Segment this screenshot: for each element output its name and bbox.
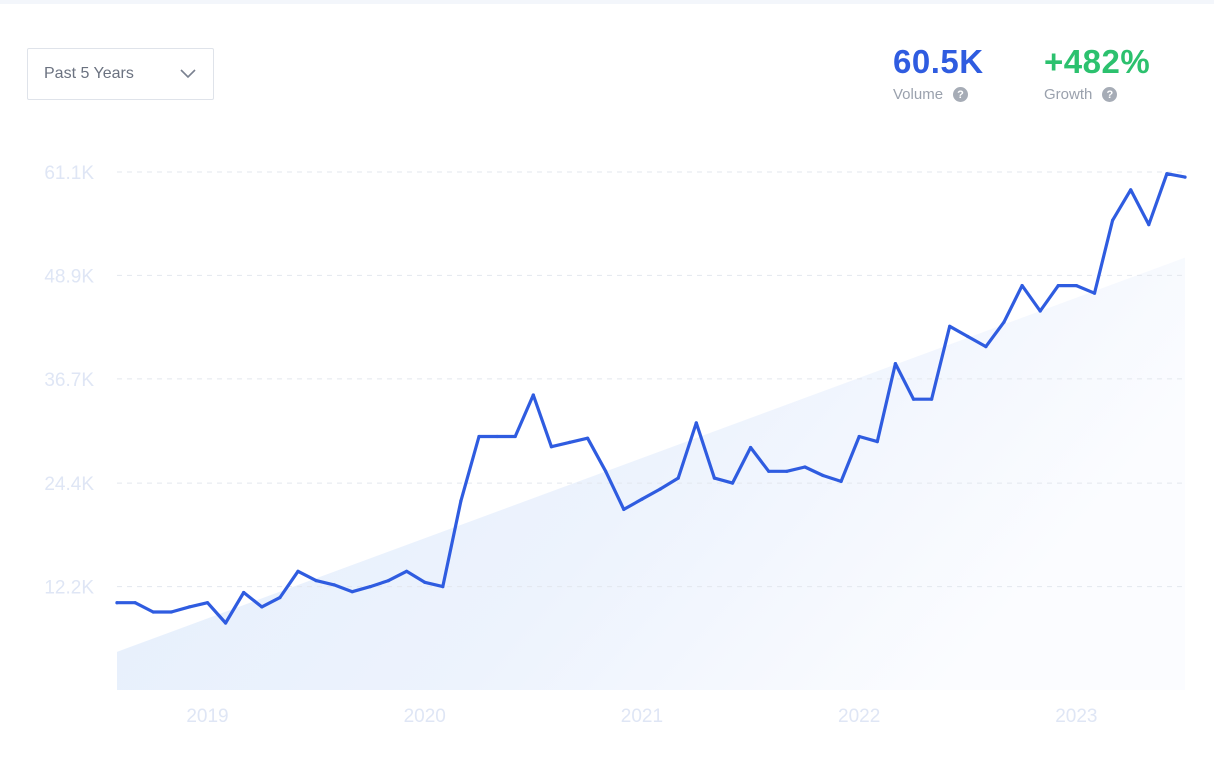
x-tick-label: 2023 <box>1055 706 1097 727</box>
data-point <box>604 469 608 473</box>
trend-area <box>117 257 1185 690</box>
growth-help-icon[interactable]: ? <box>1102 87 1118 102</box>
y-tick-label: 36.7K <box>44 370 94 391</box>
volume-help-icon[interactable]: ? <box>953 87 969 102</box>
data-point <box>1111 218 1115 222</box>
data-point <box>495 434 499 439</box>
data-point <box>260 605 264 609</box>
data-point <box>133 601 137 605</box>
data-point <box>875 440 879 444</box>
data-point <box>785 469 789 473</box>
y-tick-label: 24.4K <box>44 474 94 495</box>
data-point <box>1092 291 1097 295</box>
data-point <box>676 476 680 480</box>
data-point <box>423 580 427 584</box>
data-point <box>857 434 861 439</box>
time-range-label: Past 5 Years <box>44 65 134 82</box>
data-point <box>640 497 644 501</box>
growth-value: +482% <box>1044 43 1151 80</box>
data-point <box>821 473 825 478</box>
data-point <box>622 507 626 511</box>
data-point <box>911 397 916 401</box>
data-point <box>730 481 735 485</box>
data-point <box>441 585 445 589</box>
data-point <box>151 610 155 614</box>
data-point <box>405 569 409 573</box>
data-point <box>296 569 300 573</box>
time-range-dropdown[interactable]: Past 5 Years <box>27 48 214 100</box>
data-point <box>1165 172 1169 176</box>
data-point <box>694 421 698 425</box>
data-point <box>1020 284 1024 288</box>
series-line <box>115 172 1187 625</box>
data-point <box>187 605 191 609</box>
data-point <box>314 579 318 583</box>
data-point <box>513 434 517 439</box>
data-point <box>224 621 228 625</box>
data-point <box>1056 284 1060 288</box>
data-point <box>930 397 934 401</box>
volume-metric: 60.5K Volume ? <box>893 40 984 103</box>
data-point <box>549 445 554 449</box>
growth-label: Growth <box>1044 86 1093 103</box>
data-point <box>586 436 590 440</box>
x-tick-label: 2020 <box>404 706 446 727</box>
data-point <box>386 579 391 583</box>
top-bar <box>0 0 1214 4</box>
data-point <box>1074 284 1078 288</box>
data-point <box>1002 320 1006 324</box>
data-point <box>115 601 119 605</box>
data-point <box>278 596 282 600</box>
data-point <box>966 334 970 339</box>
chevron-down-icon <box>180 69 196 79</box>
data-point <box>1129 188 1133 192</box>
data-point <box>1183 175 1187 179</box>
volume-value: 60.5K <box>893 43 984 80</box>
y-tick-label: 48.9K <box>44 266 94 287</box>
data-point <box>839 479 843 483</box>
data-point <box>368 585 372 589</box>
data-point <box>803 465 807 469</box>
data-point <box>984 345 988 349</box>
data-point <box>767 469 771 473</box>
data-point <box>893 362 898 366</box>
data-point <box>332 583 336 587</box>
data-point <box>459 499 463 503</box>
x-tick-label: 2019 <box>186 706 228 727</box>
data-point <box>531 393 535 397</box>
data-point <box>658 487 662 491</box>
data-point <box>242 590 246 595</box>
y-tick-label: 61.1K <box>44 163 94 184</box>
x-tick-label: 2021 <box>621 706 663 727</box>
volume-label: Volume <box>893 86 944 103</box>
x-tick-label: 2022 <box>838 706 880 727</box>
data-point <box>350 590 354 594</box>
data-point <box>1147 223 1151 227</box>
data-point <box>749 445 753 450</box>
data-point <box>477 434 481 439</box>
data-point <box>1038 309 1042 313</box>
growth-metric: +482% Growth ? <box>1044 40 1150 103</box>
data-point <box>712 476 717 480</box>
y-tick-label: 12.2K <box>44 578 94 599</box>
data-point <box>169 610 173 614</box>
data-point <box>567 440 572 444</box>
data-point <box>948 324 952 328</box>
data-point <box>205 601 210 605</box>
